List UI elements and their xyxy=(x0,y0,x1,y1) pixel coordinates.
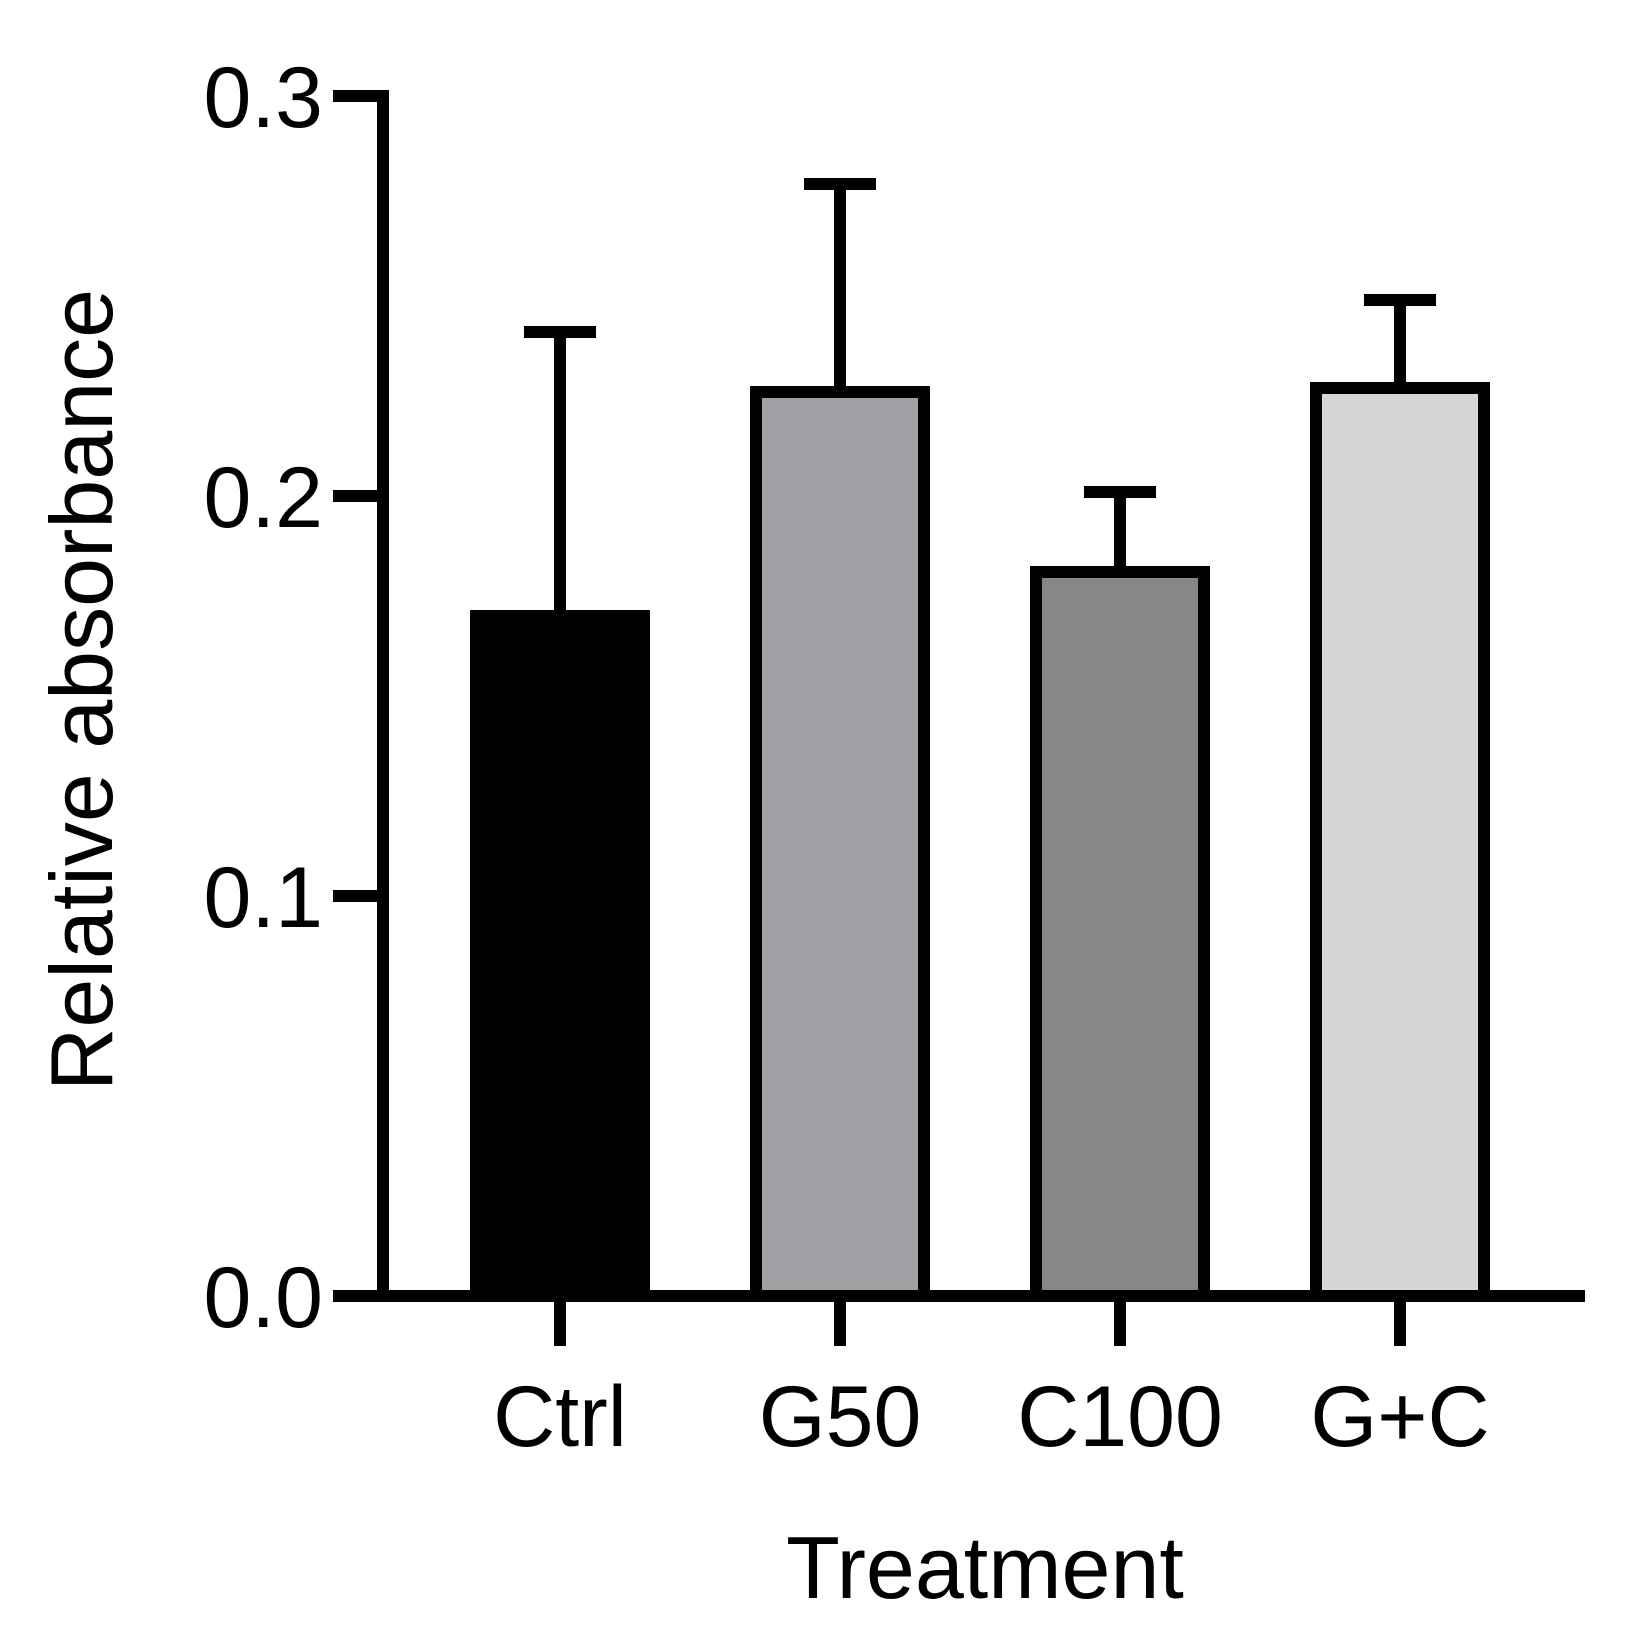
bar-g50 xyxy=(750,386,930,1302)
y-tick-labels: 0.0 0.1 0.2 0.3 xyxy=(203,50,323,1346)
bars xyxy=(470,382,1490,1302)
x-tick-label: Ctrl xyxy=(493,1369,627,1465)
y-tick-label: 0.0 xyxy=(203,1250,323,1346)
bar-ctrl xyxy=(470,610,650,1302)
bar-gc xyxy=(1310,382,1490,1302)
x-tick-label: C100 xyxy=(1017,1369,1223,1465)
x-tick-label: G+C xyxy=(1310,1369,1489,1465)
y-tick-label: 0.3 xyxy=(203,50,323,146)
error-bars xyxy=(524,178,1436,616)
y-tick-label: 0.1 xyxy=(203,850,323,946)
x-tick-labels: Ctrl G50 C100 G+C xyxy=(493,1369,1489,1465)
bar-c100 xyxy=(1030,566,1210,1302)
y-axis xyxy=(333,90,389,1302)
x-tick-label: G50 xyxy=(759,1369,922,1465)
y-axis-title: Relative absorbance xyxy=(32,289,131,1091)
x-axis xyxy=(333,1290,1585,1346)
y-tick-label: 0.2 xyxy=(203,450,323,546)
x-axis-title: Treatment xyxy=(786,1518,1184,1617)
